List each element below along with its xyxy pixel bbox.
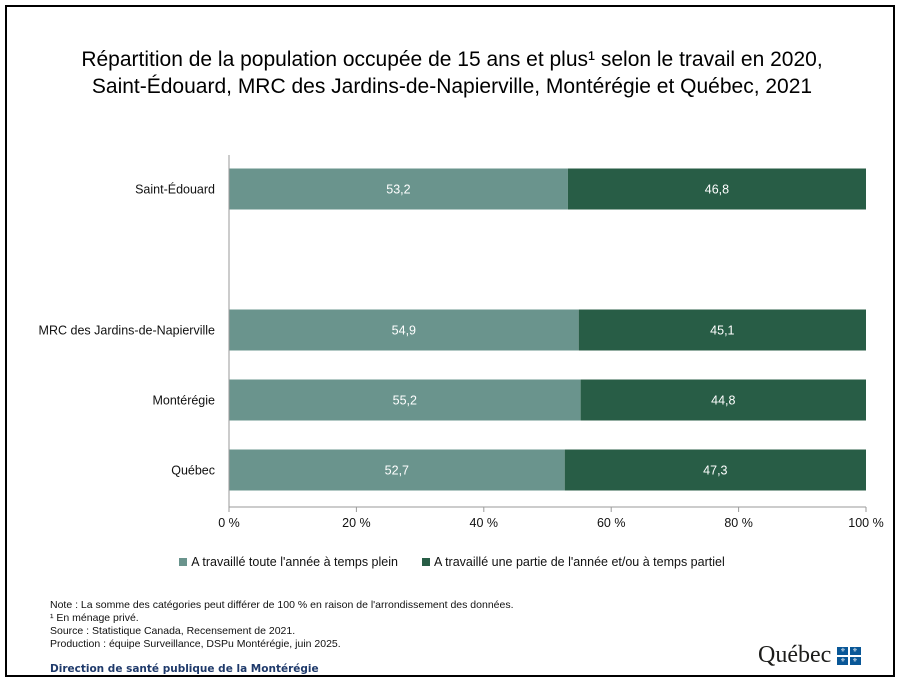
quebec-logo: Québec ⚜ ⚜ ⚜ ⚜: [758, 642, 862, 669]
fleurdelise-flag-icon: ⚜ ⚜ ⚜ ⚜: [837, 646, 862, 665]
category-label: Saint-Édouard: [135, 182, 215, 197]
category-label: Québec: [171, 464, 215, 478]
footnote-source: Source : Statistique Canada, Recensement…: [50, 625, 296, 637]
legend-label-full-time: A travaillé toute l'année à temps plein: [191, 555, 398, 569]
category-label: Montérégie: [152, 394, 215, 408]
legend: A travaillé toute l'année à temps plein …: [0, 555, 904, 569]
x-tick-label: 60 %: [597, 516, 626, 530]
bar-segment: [229, 449, 565, 491]
legend-swatch-part-time: [421, 558, 430, 566]
chart-title-line-1: Répartition de la population occupée de …: [81, 48, 823, 71]
footnote-private-household: ¹ En ménage privé.: [50, 612, 139, 624]
x-tick-label: 0 %: [218, 516, 240, 530]
bar-segment: [564, 449, 866, 491]
bar-value-label: 52,7: [385, 464, 409, 478]
bar-value-label: 44,8: [711, 394, 735, 408]
footnote-note: Note : La somme des catégories peut diff…: [50, 599, 514, 611]
bar-segment: [229, 379, 581, 421]
bar-value-label: 55,2: [393, 394, 417, 408]
bar-value-label: 53,2: [386, 183, 410, 197]
x-tick-label: 20 %: [342, 516, 371, 530]
bar-value-label: 45,1: [710, 324, 734, 338]
category-label: MRC des Jardins-de-Napierville: [39, 324, 215, 338]
footnote-production: Production : équipe Surveillance, DSPu M…: [50, 638, 341, 650]
x-tick-label: 40 %: [470, 516, 499, 530]
legend-item-part-time: A travaillé une partie de l'année et/ou …: [421, 555, 725, 569]
footnotes: Note : La somme des catégories peut diff…: [50, 599, 514, 651]
bar-value-label: 54,9: [392, 324, 416, 338]
chart-title: Répartition de la population occupée de …: [0, 46, 904, 100]
quebec-wordmark: Québec: [758, 642, 832, 668]
department-name: Direction de santé publique de la Montér…: [50, 663, 319, 675]
x-tick-label: 100 %: [848, 516, 883, 530]
legend-swatch-full-time: [179, 558, 188, 566]
legend-item-full-time: A travaillé toute l'année à temps plein: [179, 555, 398, 569]
legend-label-part-time: A travaillé une partie de l'année et/ou …: [433, 555, 725, 569]
x-tick-label: 80 %: [724, 516, 753, 530]
bar-value-label: 46,8: [705, 183, 729, 197]
bar-segment: [578, 309, 866, 351]
chart-title-line-2: Saint-Édouard, MRC des Jardins-de-Napier…: [91, 75, 813, 98]
bar-segment: [567, 168, 866, 210]
bar-segment: [580, 379, 866, 421]
bar-segment: [229, 309, 579, 351]
bar-segment: [229, 168, 568, 210]
bar-value-label: 47,3: [703, 464, 727, 478]
